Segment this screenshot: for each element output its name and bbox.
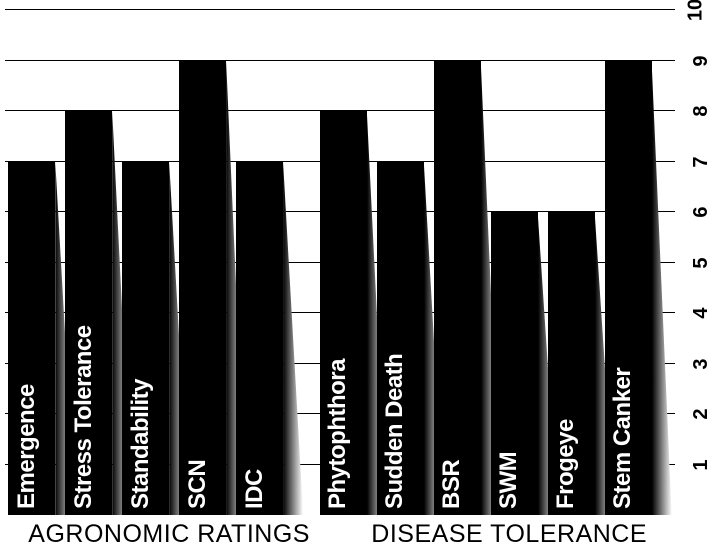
y-tick: 6: [690, 206, 713, 217]
bars-container: Emergence Stress Tolerance Standability SCN…: [5, 10, 675, 515]
y-tick: 5: [690, 257, 713, 268]
bar: [179, 61, 226, 516]
bar-shadow: [283, 162, 303, 516]
y-tick: 7: [690, 156, 713, 167]
bar-label: SWM: [495, 452, 523, 509]
y-tick: 2: [690, 408, 713, 419]
bar-label: Emergence: [13, 384, 41, 509]
y-tick: 9: [690, 55, 713, 66]
plot-area: Emergence Stress Tolerance Standability SCN…: [5, 10, 675, 515]
bar-label: IDC: [241, 469, 269, 509]
bar-label: Stress Tolerance: [70, 325, 98, 509]
group-label: DISEASE TOLERANCE: [320, 520, 699, 549]
bar-label: BSR: [438, 460, 466, 509]
y-axis: 12345678910: [675, 10, 715, 515]
bar: [236, 162, 283, 516]
bar-label: Frogeye: [552, 419, 580, 509]
ratings-bar-chart: Emergence Stress Tolerance Standability SCN…: [0, 0, 715, 557]
y-tick: 10: [684, 0, 707, 21]
y-tick: 4: [690, 307, 713, 318]
bar-label: Phytophthora: [324, 359, 352, 509]
bar-label: Stem Canker: [609, 368, 637, 509]
bar-shadow: [652, 61, 672, 516]
bar-label: Standability: [127, 379, 155, 509]
bar-label: Sudden Death: [381, 354, 409, 509]
y-tick: 8: [690, 105, 713, 116]
bar-label: SCN: [184, 460, 212, 509]
y-tick: 1: [690, 459, 713, 470]
group-label: AGRONOMIC RATINGS: [8, 520, 330, 549]
bar: [434, 61, 481, 516]
y-tick: 3: [690, 358, 713, 369]
